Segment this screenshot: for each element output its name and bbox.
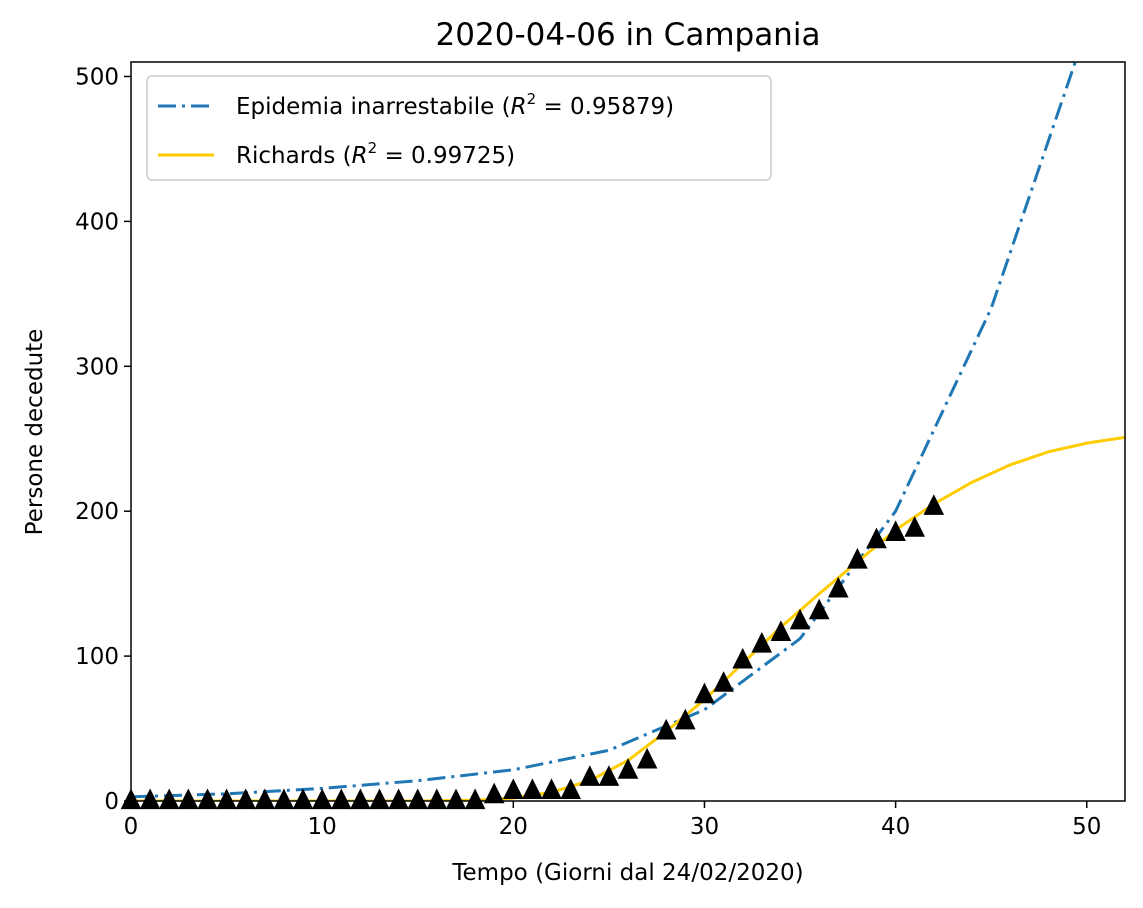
x-tick-label: 50 xyxy=(1072,814,1101,840)
x-axis-label: Tempo (Giorni dal 24/02/2020) xyxy=(451,860,803,886)
data-point xyxy=(464,788,486,810)
data-point xyxy=(369,788,390,810)
observed-markers xyxy=(120,494,945,810)
legend-label-richards: Richards (R2 = 0.99725) xyxy=(236,139,515,169)
data-point xyxy=(522,778,543,799)
chart-title: 2020-04-06 in Campania xyxy=(436,17,821,53)
data-point xyxy=(407,788,429,810)
data-point xyxy=(426,788,448,810)
data-point xyxy=(732,647,754,669)
y-tick-label: 200 xyxy=(75,499,119,525)
legend-label-epidemia: Epidemia inarrestabile (R2 = 0.95879) xyxy=(236,90,674,120)
data-point xyxy=(770,620,792,641)
data-point xyxy=(216,788,237,810)
data-point xyxy=(617,758,639,779)
data-point xyxy=(808,598,830,620)
data-point xyxy=(388,788,409,810)
data-point xyxy=(885,520,906,541)
x-tick-label: 30 xyxy=(690,814,719,840)
data-point xyxy=(330,788,352,810)
legend-label-richards-prefix: Richards ( xyxy=(236,143,352,169)
data-point xyxy=(866,527,887,549)
y-tick-label: 100 xyxy=(75,644,119,670)
data-point xyxy=(694,682,715,704)
data-point xyxy=(502,778,524,799)
legend: Epidemia inarrestabile (R2 = 0.95879) Ri… xyxy=(146,75,772,181)
data-point xyxy=(674,708,696,730)
data-point xyxy=(235,788,257,810)
data-point xyxy=(789,608,811,630)
y-axis: 0 100 200 300 400 500 xyxy=(75,64,131,815)
x-tick-label: 20 xyxy=(499,814,528,840)
data-point xyxy=(713,671,734,692)
legend-label-epidemia-r: R xyxy=(511,94,527,120)
data-point xyxy=(139,788,161,810)
data-point xyxy=(923,494,945,515)
x-tick-label: 40 xyxy=(881,814,910,840)
y-tick-label: 300 xyxy=(75,354,119,380)
data-point xyxy=(254,788,276,810)
data-point xyxy=(847,547,868,569)
data-point xyxy=(445,788,467,810)
legend-label-epidemia-value: = 0.95879) xyxy=(536,94,674,120)
data-point xyxy=(273,788,295,810)
data-point xyxy=(598,765,620,786)
legend-box xyxy=(146,75,772,181)
data-point xyxy=(827,576,849,598)
data-point xyxy=(751,631,773,653)
series-line-epidemia xyxy=(131,62,1077,799)
y-axis-label: Persone decedute xyxy=(22,329,48,536)
data-point xyxy=(541,778,562,799)
legend-label-epidemia-prefix: Epidemia inarrestabile ( xyxy=(236,94,511,120)
x-tick-label: 0 xyxy=(124,814,139,840)
y-tick-label: 400 xyxy=(75,209,119,235)
data-point xyxy=(579,765,601,786)
data-point xyxy=(904,516,926,537)
plot-frame xyxy=(130,61,1126,802)
legend-label-richards-r: R xyxy=(352,143,368,169)
data-point xyxy=(350,788,371,810)
data-point xyxy=(177,788,199,810)
y-tick-label: 0 xyxy=(104,789,119,815)
y-tick-label: 500 xyxy=(75,64,119,90)
data-point xyxy=(311,788,333,810)
x-tick-label: 10 xyxy=(308,814,337,840)
data-point xyxy=(158,788,180,810)
data-point xyxy=(292,788,314,810)
series-line-richards xyxy=(131,435,1125,801)
data-point xyxy=(636,747,658,769)
legend-label-richards-value: = 0.99725) xyxy=(377,143,515,169)
data-point xyxy=(483,782,505,804)
x-axis: 0 10 20 30 40 50 xyxy=(124,801,1101,840)
data-point xyxy=(655,718,677,740)
data-point xyxy=(560,778,582,799)
data-point xyxy=(197,788,218,810)
